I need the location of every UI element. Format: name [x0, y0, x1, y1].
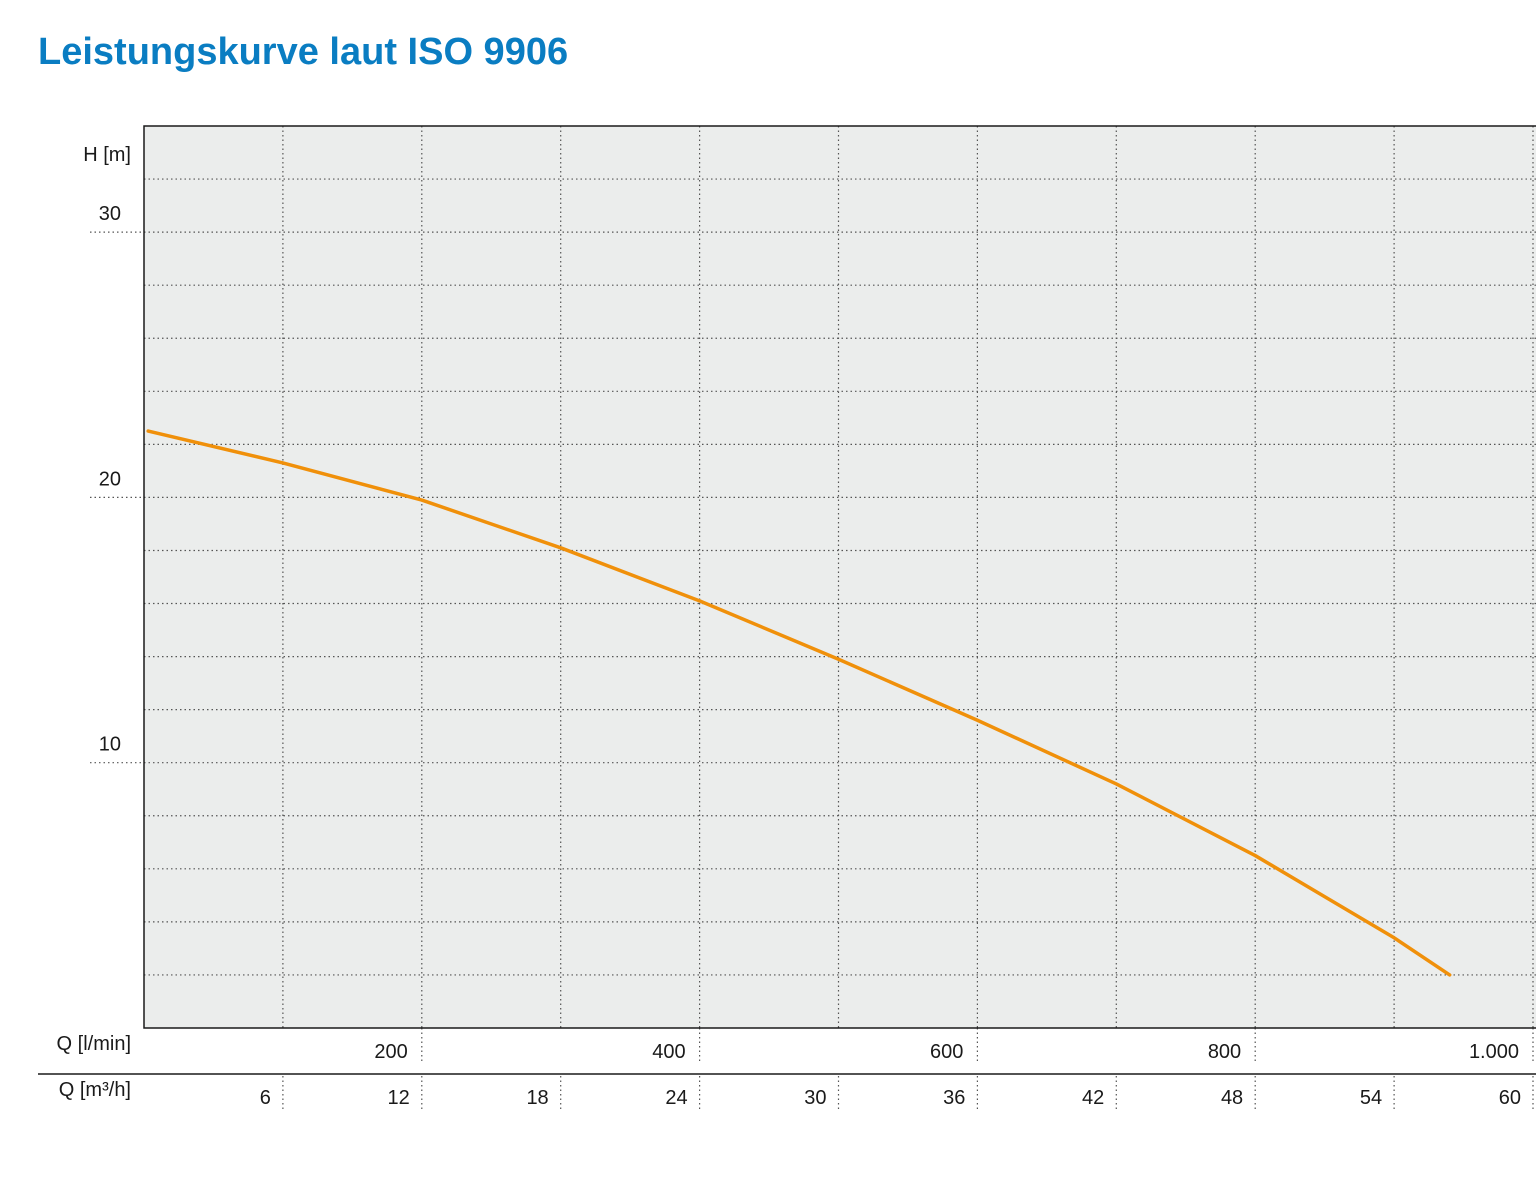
x2-tick-label: 60 [1499, 1087, 1521, 1109]
x-tick-label: 600 [930, 1041, 963, 1063]
x2-tick-label: 42 [1082, 1087, 1104, 1109]
x-tick-label: 400 [652, 1041, 685, 1063]
plot-area [144, 126, 1536, 1028]
x2-tick-label: 30 [804, 1087, 826, 1109]
x2-tick-label: 36 [943, 1087, 965, 1109]
x2-axis-label: Q [m³/h] [59, 1079, 131, 1101]
x-axis-label: Q [l/min] [57, 1033, 131, 1055]
plot-frame [143, 125, 1536, 1029]
x2-tick-label: 24 [665, 1087, 687, 1109]
x-tick-label: 800 [1208, 1041, 1241, 1063]
x2-tick-label: 48 [1221, 1087, 1243, 1109]
x2-tick-label: 6 [260, 1087, 271, 1109]
x2-tick-label: 54 [1360, 1087, 1382, 1109]
x-tick-label: 200 [374, 1041, 407, 1063]
x2-tick-label: 12 [388, 1087, 410, 1109]
y-tick-label: 20 [99, 468, 121, 490]
chart-title: Leistungskurve laut ISO 9906 [38, 31, 568, 73]
x-tick-label: 1.000 [1469, 1041, 1519, 1063]
y-tick-label: 10 [99, 734, 121, 756]
y-axis-label: H [m] [83, 144, 131, 166]
x2-tick-label: 18 [526, 1087, 548, 1109]
y-tick-label: 30 [99, 203, 121, 225]
curve [146, 429, 1452, 977]
